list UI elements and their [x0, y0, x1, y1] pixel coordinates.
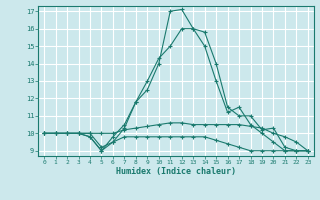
X-axis label: Humidex (Indice chaleur): Humidex (Indice chaleur): [116, 167, 236, 176]
